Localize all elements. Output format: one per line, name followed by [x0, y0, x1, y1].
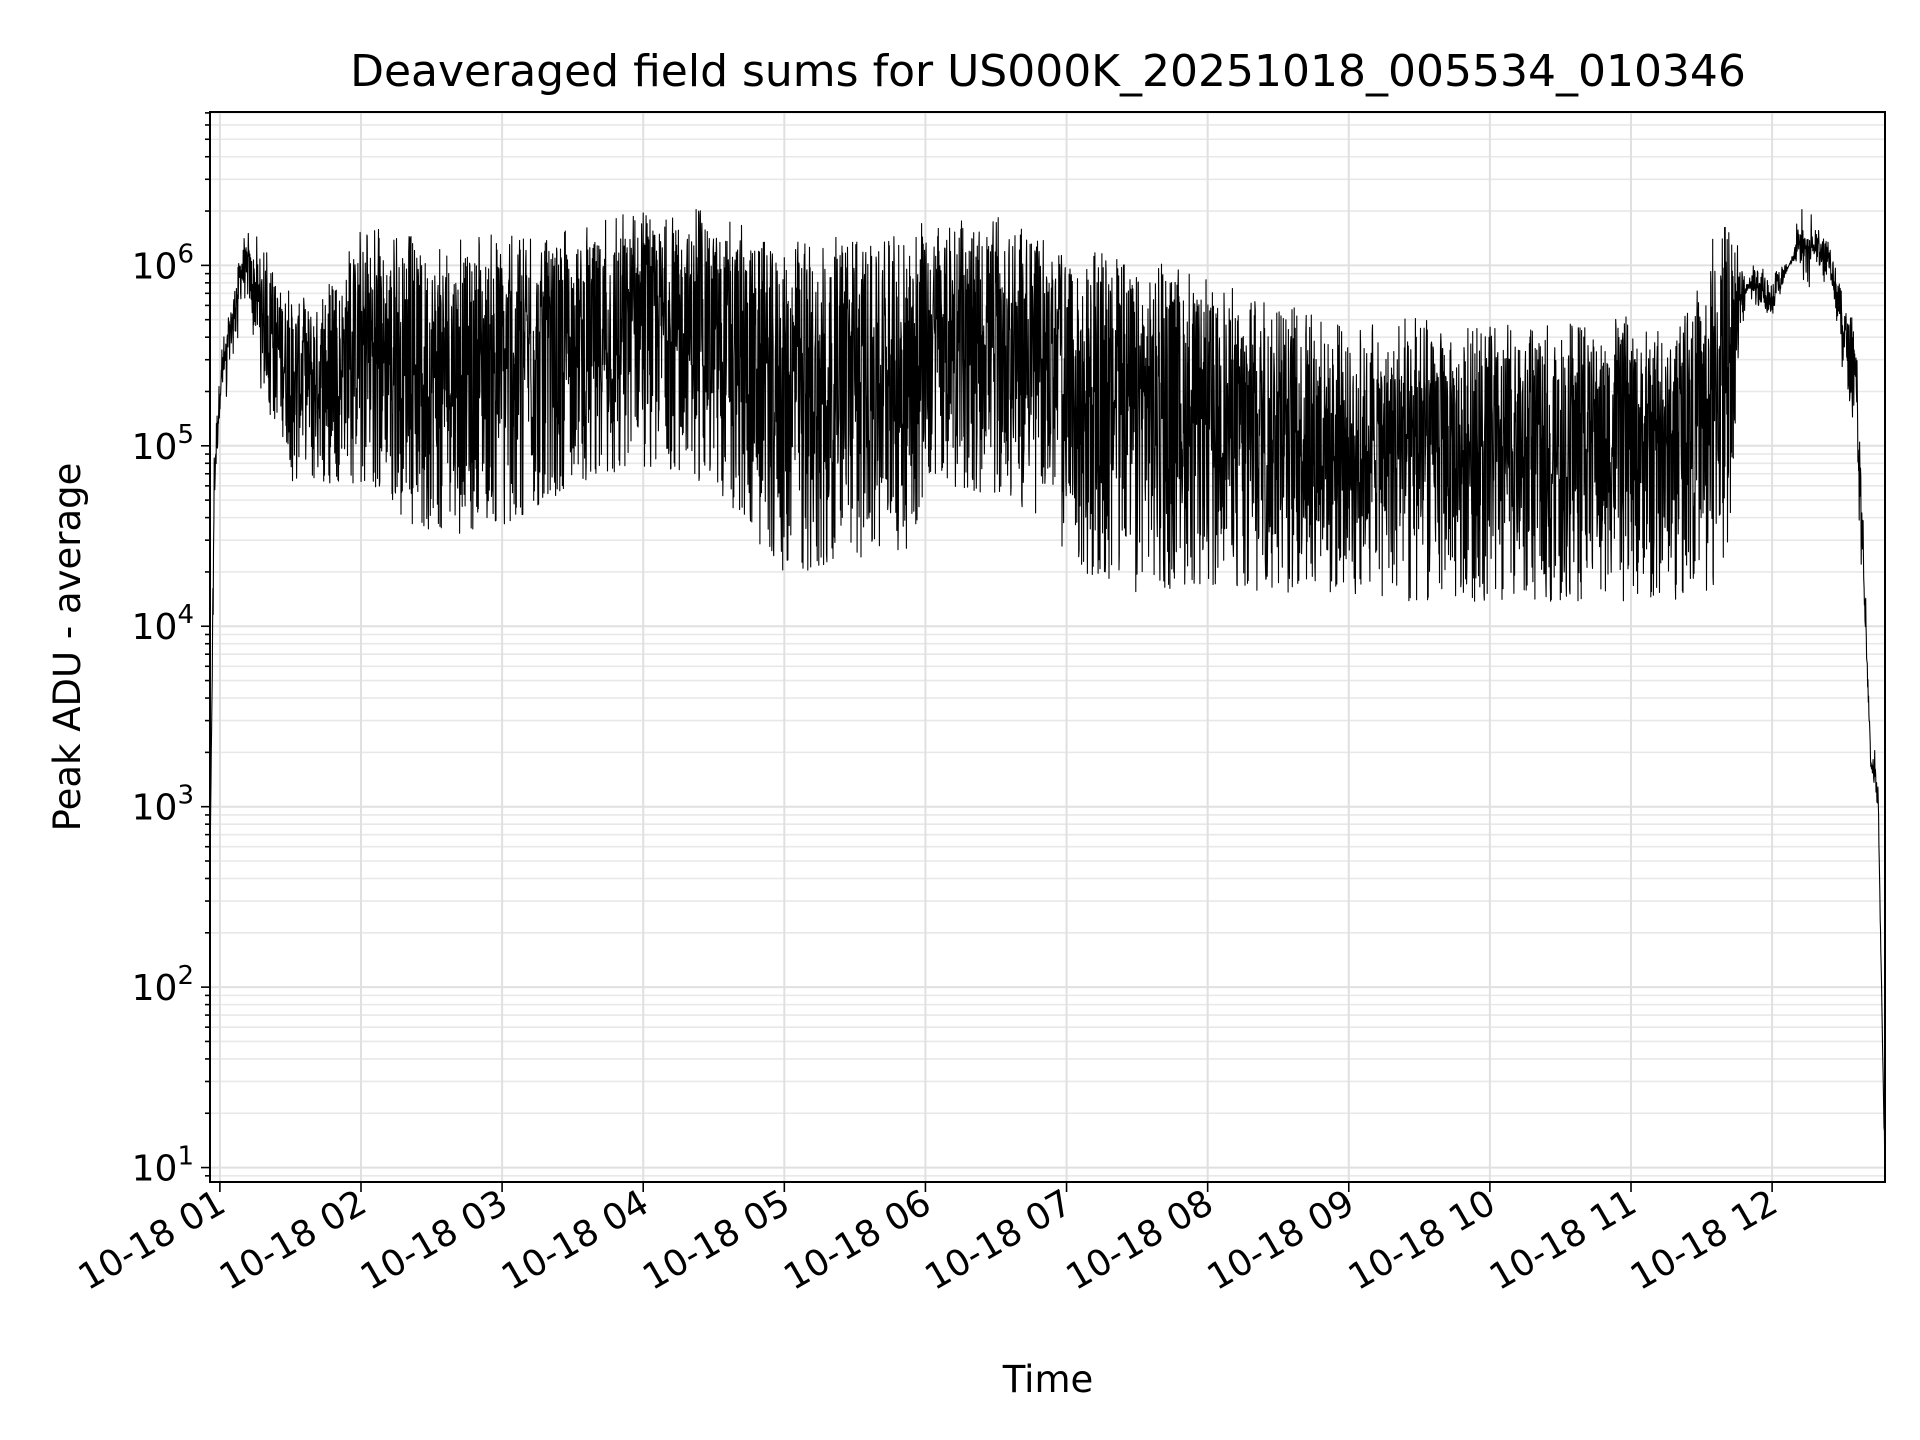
y-tick-exponent: 5 — [177, 420, 194, 450]
y-axis-label: Peak ADU - average — [46, 463, 89, 832]
y-tick-base: 10 — [132, 788, 178, 829]
y-tick-label: 101 — [132, 1142, 194, 1190]
y-tick-exponent: 6 — [177, 239, 194, 269]
y-tick-label: 102 — [132, 961, 194, 1009]
y-tick-base: 10 — [132, 427, 178, 468]
y-tick-label: 103 — [132, 781, 194, 829]
y-tick-label: 105 — [132, 420, 194, 468]
y-tick-base: 10 — [132, 607, 178, 648]
y-tick-label: 104 — [132, 600, 194, 648]
chart-title: Deaveraged field sums for US000K_2025101… — [350, 46, 1746, 97]
y-tick-exponent: 4 — [177, 600, 194, 630]
y-tick-base: 10 — [132, 1149, 178, 1190]
y-tick-exponent: 1 — [177, 1142, 194, 1172]
y-tick-label: 106 — [132, 239, 194, 287]
series-line — [209, 208, 1886, 1183]
x-axis-label: Time — [1002, 1358, 1094, 1401]
data-series — [209, 208, 1886, 1183]
plot-frame — [209, 111, 1886, 1183]
y-tick-base: 10 — [132, 968, 178, 1009]
y-tick-base: 10 — [132, 246, 178, 287]
y-tick-exponent: 2 — [177, 961, 194, 991]
y-tick-exponent: 3 — [177, 781, 194, 811]
